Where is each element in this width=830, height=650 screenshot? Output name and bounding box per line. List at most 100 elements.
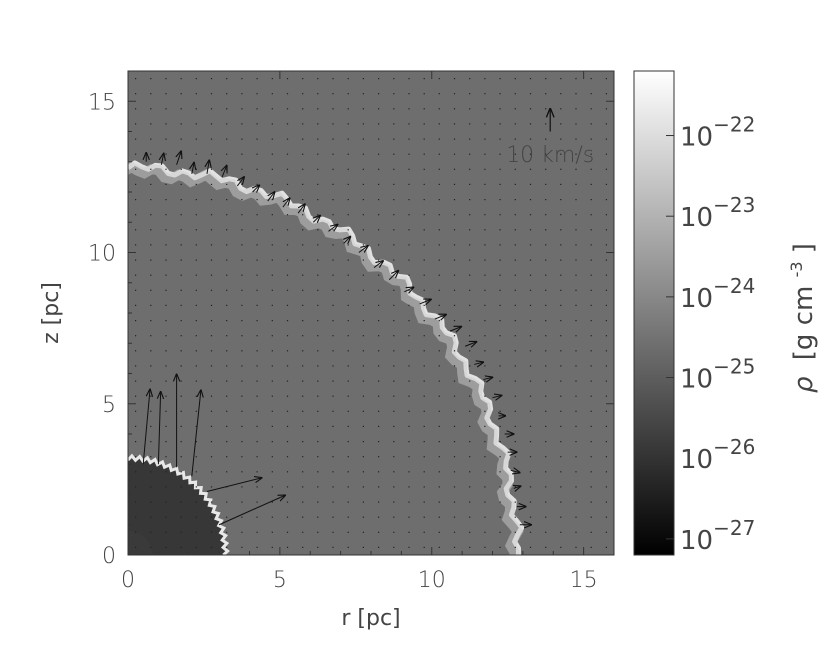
grid-dot [438, 153, 440, 155]
grid-dot [484, 380, 486, 382]
grid-dot [423, 456, 425, 458]
grid-dot [271, 199, 273, 201]
grid-dot [241, 380, 243, 382]
grid-dot [499, 380, 501, 382]
grid-dot [165, 123, 167, 125]
grid-dot [605, 229, 607, 231]
grid-dot [484, 168, 486, 170]
colorbar-title: ρ [g cm -3 ] [779, 243, 819, 393]
colorbar-tick-exponent: −22 [713, 113, 755, 137]
grid-dot [180, 531, 182, 533]
grid-dot [286, 425, 289, 427]
grid-dot [286, 183, 289, 185]
grid-dot [286, 153, 289, 155]
grid-dot [605, 380, 607, 382]
grid-dot [590, 244, 592, 246]
grid-dot [378, 168, 380, 170]
grid-dot [302, 138, 304, 140]
grid-dot [575, 486, 577, 488]
grid-dot [347, 183, 349, 185]
grid-dot [362, 183, 364, 185]
grid-dot [393, 304, 395, 306]
grid-dot [590, 199, 592, 201]
grid-dot [241, 229, 243, 231]
grid-dot [332, 138, 334, 140]
grid-dot [256, 395, 258, 397]
colorbar-tick-exponent: −23 [713, 193, 755, 217]
grid-dot [135, 274, 137, 276]
grid-dot [590, 501, 592, 503]
grid-dot [302, 153, 304, 155]
grid-dot [514, 289, 516, 291]
y-axis-ticks: 0 5 10 15 [88, 90, 614, 569]
grid-dot [499, 183, 501, 185]
grid-dot [256, 214, 258, 216]
grid-dot [605, 304, 607, 306]
grid-dot [362, 410, 364, 412]
grid-dot [241, 486, 243, 488]
grid-dot [271, 153, 273, 155]
grid-dot [241, 123, 243, 125]
grid-dot [165, 108, 167, 110]
grid-dot [150, 350, 152, 352]
grid-dot [195, 138, 197, 140]
grid-dot [180, 516, 182, 518]
grid-dot [210, 304, 213, 306]
grid-dot [226, 274, 228, 276]
grid-dot [484, 259, 486, 261]
grid-dot [180, 304, 182, 306]
grid-dot [135, 425, 137, 427]
grid-dot [210, 229, 213, 231]
grid-dot [605, 486, 607, 488]
grid-dot [590, 123, 592, 125]
grid-dot [408, 516, 410, 518]
grid-dot [453, 274, 456, 276]
grid-dot [453, 123, 456, 125]
grid-dot [423, 516, 425, 518]
grid-dot [256, 108, 258, 110]
grid-dot [347, 168, 349, 170]
grid-dot [362, 93, 364, 95]
grid-dot [271, 214, 273, 216]
grid-dot [210, 486, 213, 488]
grid-dot [210, 93, 213, 95]
grid-dot [423, 289, 425, 291]
grid-dot [408, 531, 410, 533]
grid-dot [469, 274, 471, 276]
grid-dot [545, 289, 547, 291]
grid-dot [453, 244, 456, 246]
grid-dot [499, 441, 501, 443]
grid-dot [469, 425, 471, 427]
grid-dot [135, 78, 137, 80]
grid-dot [514, 259, 516, 261]
grid-dot [302, 380, 304, 382]
grid-dot [347, 486, 349, 488]
grid-dot [469, 199, 471, 201]
outer-shell-body [128, 160, 524, 555]
grid-dot [545, 93, 547, 95]
grid-dot [332, 78, 334, 80]
grid-dot [605, 320, 607, 322]
velocity-arrow [483, 377, 492, 379]
grid-dot [210, 365, 213, 367]
grid-dot [529, 183, 532, 185]
grid-dot [135, 244, 137, 246]
grid-dot [347, 244, 349, 246]
grid-dot [347, 335, 349, 337]
grid-dot [135, 229, 137, 231]
grid-dot [545, 199, 547, 201]
grid-dot [256, 229, 258, 231]
grid-dot [529, 138, 532, 140]
grid-dot [590, 335, 592, 337]
grid-dot [226, 320, 228, 322]
grid-dot [210, 123, 213, 125]
grid-dot [514, 304, 516, 306]
grid-dot [590, 471, 592, 473]
grid-dot [150, 183, 152, 185]
grid-dot [529, 78, 532, 80]
grid-dot [362, 486, 364, 488]
grid-dot [393, 93, 395, 95]
x-tick-label: 15 [570, 568, 598, 593]
inner-core [128, 530, 153, 555]
grid-dot [332, 274, 334, 276]
